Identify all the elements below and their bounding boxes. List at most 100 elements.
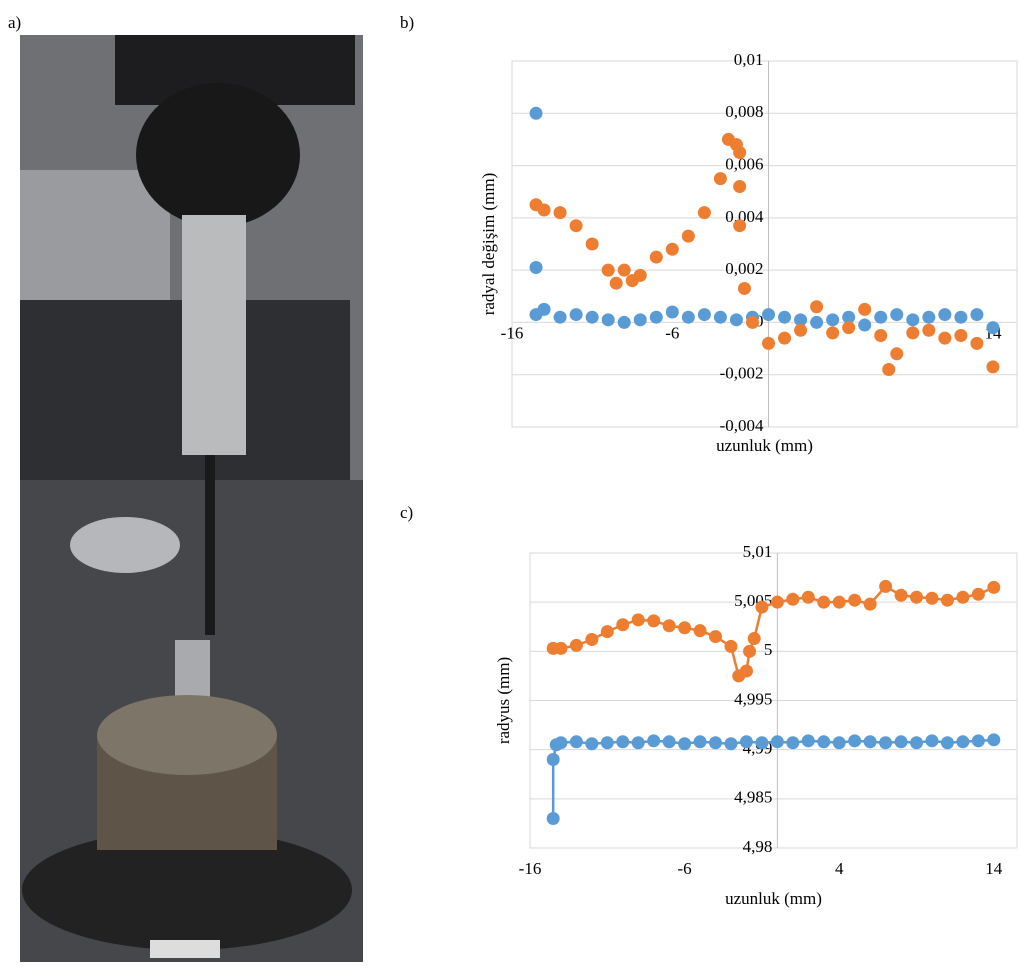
data-point xyxy=(879,736,893,750)
data-point xyxy=(894,588,908,602)
data-point xyxy=(794,323,808,337)
data-point xyxy=(649,250,663,264)
data-point xyxy=(826,326,840,340)
data-point xyxy=(938,331,952,345)
data-point xyxy=(906,313,920,327)
data-point xyxy=(585,737,599,751)
data-point xyxy=(794,313,808,327)
data-point xyxy=(617,263,631,277)
data-point xyxy=(987,580,1001,594)
x-tick-label: 14 xyxy=(985,859,1003,878)
data-point xyxy=(737,281,751,295)
data-point xyxy=(954,310,968,324)
y-tick-label: 5,01 xyxy=(743,542,773,561)
data-point xyxy=(922,323,936,337)
data-point xyxy=(743,644,757,658)
data-point xyxy=(713,172,727,186)
data-point xyxy=(617,315,631,329)
data-point xyxy=(713,310,727,324)
data-point xyxy=(858,302,872,316)
data-point xyxy=(956,590,970,604)
data-point xyxy=(770,735,784,749)
data-point xyxy=(662,735,676,749)
data-point xyxy=(553,310,567,324)
data-point xyxy=(770,595,784,609)
data-point xyxy=(817,595,831,609)
data-point xyxy=(842,321,856,335)
x-axis-title: uzunluk (mm) xyxy=(725,889,822,908)
data-point xyxy=(678,621,692,635)
data-point xyxy=(585,310,599,324)
data-point xyxy=(616,618,630,632)
data-point xyxy=(546,753,560,766)
data-point xyxy=(925,734,939,748)
data-point xyxy=(554,641,568,655)
data-point xyxy=(739,735,753,749)
data-point xyxy=(762,336,776,350)
data-point xyxy=(709,630,723,644)
data-point xyxy=(832,736,846,750)
data-point xyxy=(631,613,645,627)
data-point xyxy=(817,735,831,749)
data-point xyxy=(970,336,984,350)
data-point xyxy=(601,263,615,277)
data-point xyxy=(786,592,800,606)
data-point xyxy=(940,593,954,607)
data-point xyxy=(810,300,824,314)
data-point xyxy=(848,593,862,607)
data-point xyxy=(585,237,599,251)
data-point xyxy=(863,597,877,611)
data-point xyxy=(529,261,543,275)
y-tick-label: 0,006 xyxy=(725,154,763,173)
y-axis-title: radyus (mm) xyxy=(494,657,513,744)
data-point xyxy=(697,206,711,220)
data-point xyxy=(910,736,924,750)
data-point xyxy=(662,619,676,633)
y-tick-label: -0,002 xyxy=(720,364,764,383)
data-point xyxy=(778,331,792,345)
data-point xyxy=(600,736,614,750)
data-point xyxy=(755,600,769,614)
data-point xyxy=(609,276,623,290)
data-point xyxy=(863,735,877,749)
data-point xyxy=(585,633,599,647)
x-tick-label: -6 xyxy=(678,859,692,878)
data-point xyxy=(971,587,985,601)
data-point xyxy=(678,737,692,751)
data-point xyxy=(826,313,840,327)
data-point xyxy=(681,310,695,324)
panel-label: a) xyxy=(8,13,21,32)
data-point xyxy=(647,614,661,628)
data-point xyxy=(801,590,815,604)
data-point xyxy=(600,625,614,639)
panel-label: b) xyxy=(400,13,414,32)
y-tick-label: 0,01 xyxy=(734,50,764,69)
data-point xyxy=(747,632,761,646)
data-point xyxy=(786,736,800,750)
data-point xyxy=(537,203,551,217)
data-point xyxy=(569,219,583,233)
data-point xyxy=(553,206,567,220)
y-tick-label: -0,004 xyxy=(720,416,764,435)
data-point xyxy=(693,735,707,749)
data-point xyxy=(529,106,543,120)
data-point xyxy=(554,736,568,750)
data-point xyxy=(810,315,824,329)
x-tick-label: 4 xyxy=(835,859,844,878)
data-point xyxy=(906,326,920,340)
data-point xyxy=(778,310,792,324)
data-point xyxy=(925,591,939,605)
data-point xyxy=(729,313,743,327)
data-point xyxy=(681,229,695,243)
data-point xyxy=(733,179,747,193)
data-point xyxy=(956,735,970,749)
data-point xyxy=(601,313,615,327)
y-tick-label: 4,985 xyxy=(734,788,772,807)
data-point xyxy=(874,310,888,324)
data-point xyxy=(848,734,862,748)
y-tick-label: 0 xyxy=(755,311,764,330)
data-point xyxy=(971,734,985,748)
data-point xyxy=(922,310,936,324)
data-point xyxy=(724,639,738,653)
x-tick-label: -16 xyxy=(501,323,524,342)
